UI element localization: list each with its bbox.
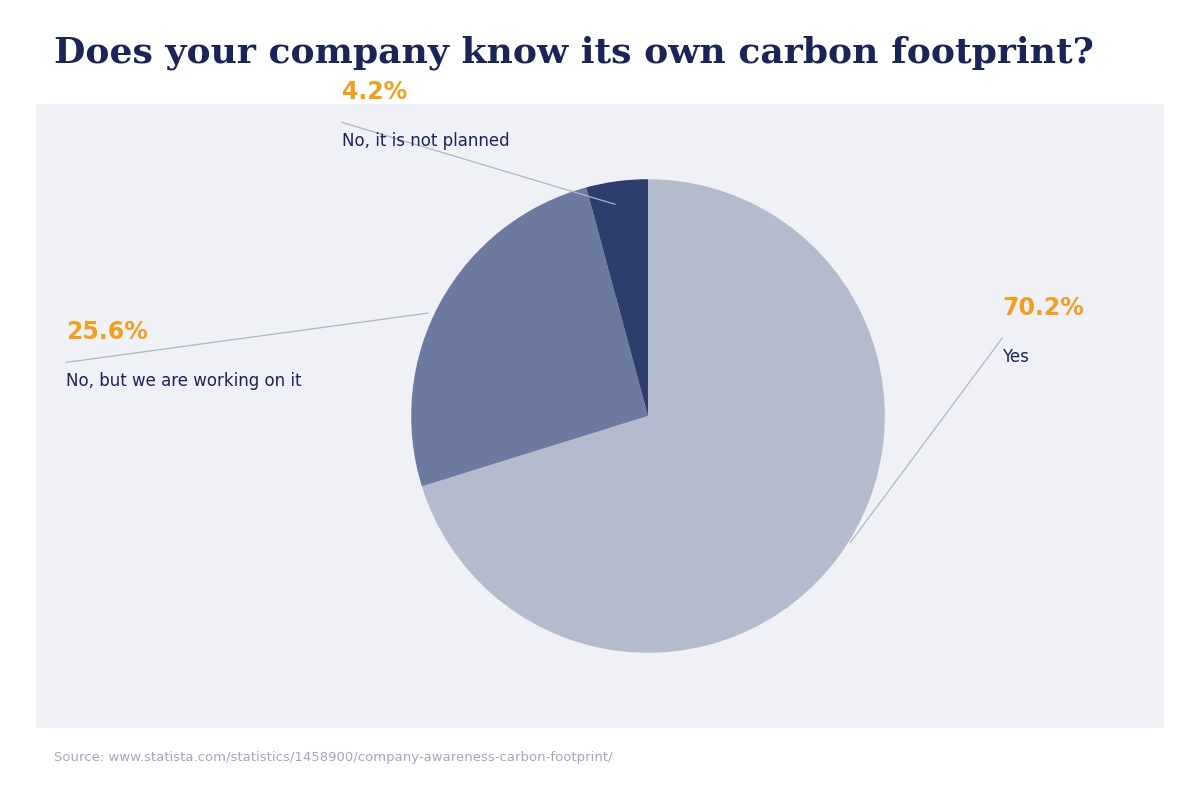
- Text: Source: www.statista.com/statistics/1458900/company-awareness-carbon-footprint/: Source: www.statista.com/statistics/1458…: [54, 751, 613, 764]
- Text: 25.6%: 25.6%: [66, 320, 148, 344]
- Wedge shape: [422, 179, 884, 653]
- FancyBboxPatch shape: [19, 94, 1181, 738]
- Wedge shape: [412, 187, 648, 486]
- Text: 70.2%: 70.2%: [1002, 296, 1084, 320]
- Text: Does your company know its own carbon footprint?: Does your company know its own carbon fo…: [54, 36, 1094, 70]
- Text: No, it is not planned: No, it is not planned: [342, 132, 510, 150]
- Wedge shape: [587, 179, 648, 416]
- Text: No, but we are working on it: No, but we are working on it: [66, 372, 301, 390]
- Text: 4.2%: 4.2%: [342, 80, 407, 104]
- Text: Yes: Yes: [1002, 348, 1028, 366]
